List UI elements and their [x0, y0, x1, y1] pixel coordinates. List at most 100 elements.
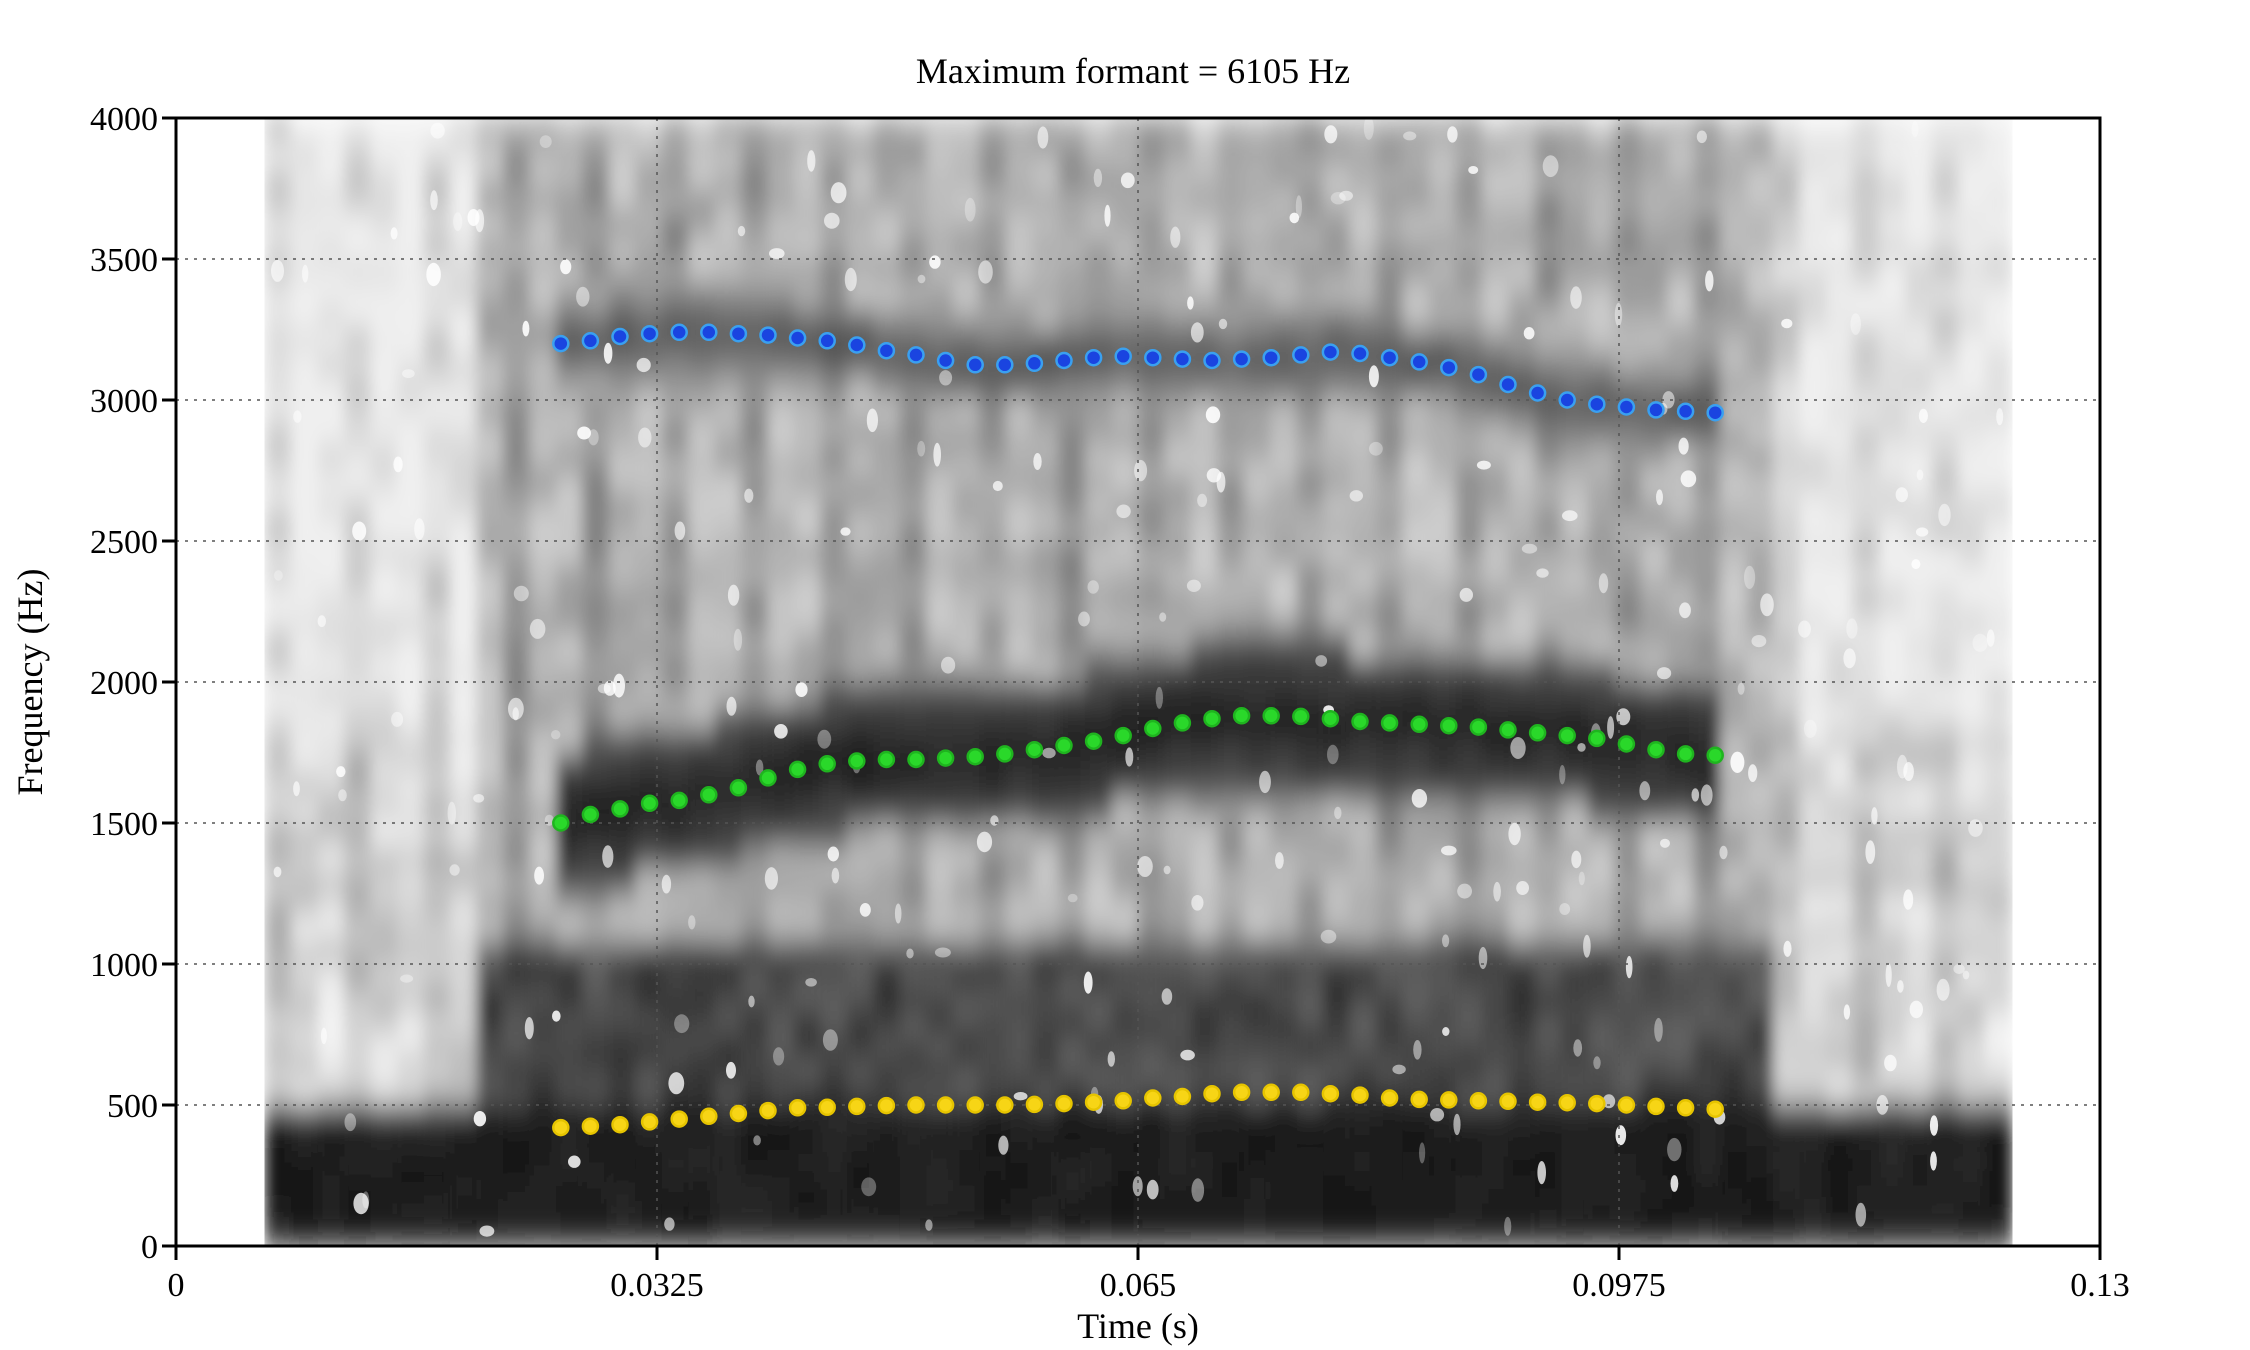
y-tick-label: 2000: [90, 665, 158, 702]
formant-point: [552, 1118, 570, 1137]
formant-point: [788, 1099, 807, 1117]
formant-point: [936, 749, 955, 767]
y-tick-label: 500: [107, 1088, 158, 1125]
formant-point: [1114, 726, 1132, 745]
formant-point: [907, 750, 925, 769]
formant-point: [1676, 745, 1695, 763]
formant-point: [1706, 746, 1724, 765]
formant-point: [1055, 351, 1073, 370]
formant-point: [1469, 365, 1488, 384]
formant-point: [877, 341, 896, 360]
formant-point: [581, 1117, 600, 1135]
x-tick-label: 0.0325: [610, 1267, 704, 1304]
formant-point: [1558, 1093, 1576, 1112]
formant-point: [1558, 391, 1576, 409]
formant-point: [700, 1107, 718, 1126]
formant-point: [1617, 398, 1636, 416]
formant-point: [1232, 350, 1251, 368]
formant-point: [729, 1104, 748, 1123]
formant-point: [1617, 1096, 1636, 1114]
formant-point: [611, 327, 629, 346]
formant-point: [1144, 719, 1162, 738]
formant-point: [1499, 375, 1517, 394]
formant-point: [1380, 1089, 1399, 1107]
formant-point: [1469, 718, 1488, 736]
formant-point: [1203, 1084, 1221, 1103]
formant-point: [996, 1096, 1014, 1114]
formant-point: [1499, 721, 1517, 739]
formant-point: [1262, 1083, 1280, 1102]
y-tick-label: 4000: [90, 101, 158, 138]
formant-point: [700, 786, 718, 804]
formant-point: [877, 1096, 896, 1115]
y-tick-label: 3500: [90, 242, 158, 279]
formant-point: [848, 1097, 866, 1116]
y-tick-label: 0: [141, 1229, 158, 1266]
formant-point: [1469, 1092, 1488, 1110]
formant-point: [670, 1110, 688, 1128]
formant-point: [670, 323, 688, 342]
formant-point: [907, 1096, 925, 1114]
y-tick-label: 1000: [90, 947, 158, 984]
formant-point: [640, 794, 659, 813]
formant-point: [848, 336, 866, 354]
x-tick-label: 0.13: [2070, 1267, 2130, 1304]
formant-point: [1558, 726, 1576, 745]
formant-point: [1528, 724, 1547, 742]
x-tick-label: 0.0975: [1572, 1267, 1666, 1304]
formant-point: [1084, 348, 1103, 367]
formant-point: [1084, 1093, 1103, 1111]
formant-point: [1144, 348, 1162, 367]
formant-point: [1499, 1092, 1517, 1111]
formant-point: [611, 1115, 629, 1134]
formant-point: [1676, 1099, 1695, 1117]
formant-point: [788, 760, 807, 779]
formant-point: [1440, 1091, 1458, 1109]
formant-point: [1173, 350, 1192, 368]
formant-point: [552, 334, 570, 353]
formant-point: [818, 1098, 836, 1117]
axis-ticks: 0 0.0325 0.065 0.0975 0.13 0 500 1000 1500 2000 25…: [90, 101, 2130, 1304]
formant-point: [966, 747, 984, 766]
formant-point: [936, 1096, 955, 1114]
formant-point: [1351, 1086, 1369, 1104]
formant-point: [1588, 729, 1606, 748]
x-tick-label: 0: [168, 1267, 185, 1304]
formant-point: [1292, 346, 1310, 364]
formant-point: [729, 324, 748, 343]
formant-point: [996, 356, 1014, 374]
formant-point: [1084, 732, 1103, 750]
formant-points: [552, 323, 1724, 1137]
formant-point: [1706, 1100, 1724, 1118]
formant-point: [1144, 1089, 1162, 1107]
formant-point: [640, 1113, 659, 1131]
formant-point: [936, 351, 955, 370]
formant-point: [1262, 348, 1280, 367]
formant-point: [1232, 1083, 1251, 1102]
formant-point: [1321, 709, 1340, 728]
formant-point: [818, 332, 836, 350]
formant-point: [700, 323, 718, 342]
formant-point: [1647, 1097, 1665, 1116]
formant-point: [759, 326, 777, 344]
formant-point: [848, 752, 866, 770]
formant-point: [1114, 347, 1132, 366]
formant-point: [640, 324, 659, 343]
formant-point: [581, 332, 600, 350]
formant-point: [1440, 716, 1458, 735]
x-tick-label: 0.065: [1100, 1267, 1177, 1304]
formant-point: [818, 755, 836, 773]
formant-point: [1055, 736, 1073, 755]
formant-point: [1588, 395, 1606, 413]
formant-point: [1380, 348, 1399, 367]
chart-title: Maximum formant = 6105 Hz: [916, 51, 1350, 91]
formant-point: [1025, 1095, 1044, 1114]
formant-point: [729, 779, 748, 797]
formant-point: [670, 791, 688, 810]
formant-point: [1617, 735, 1636, 753]
formant-point: [552, 814, 570, 832]
formant-point: [1676, 402, 1695, 421]
formant-point: [877, 750, 896, 769]
formant-point: [1114, 1092, 1132, 1110]
